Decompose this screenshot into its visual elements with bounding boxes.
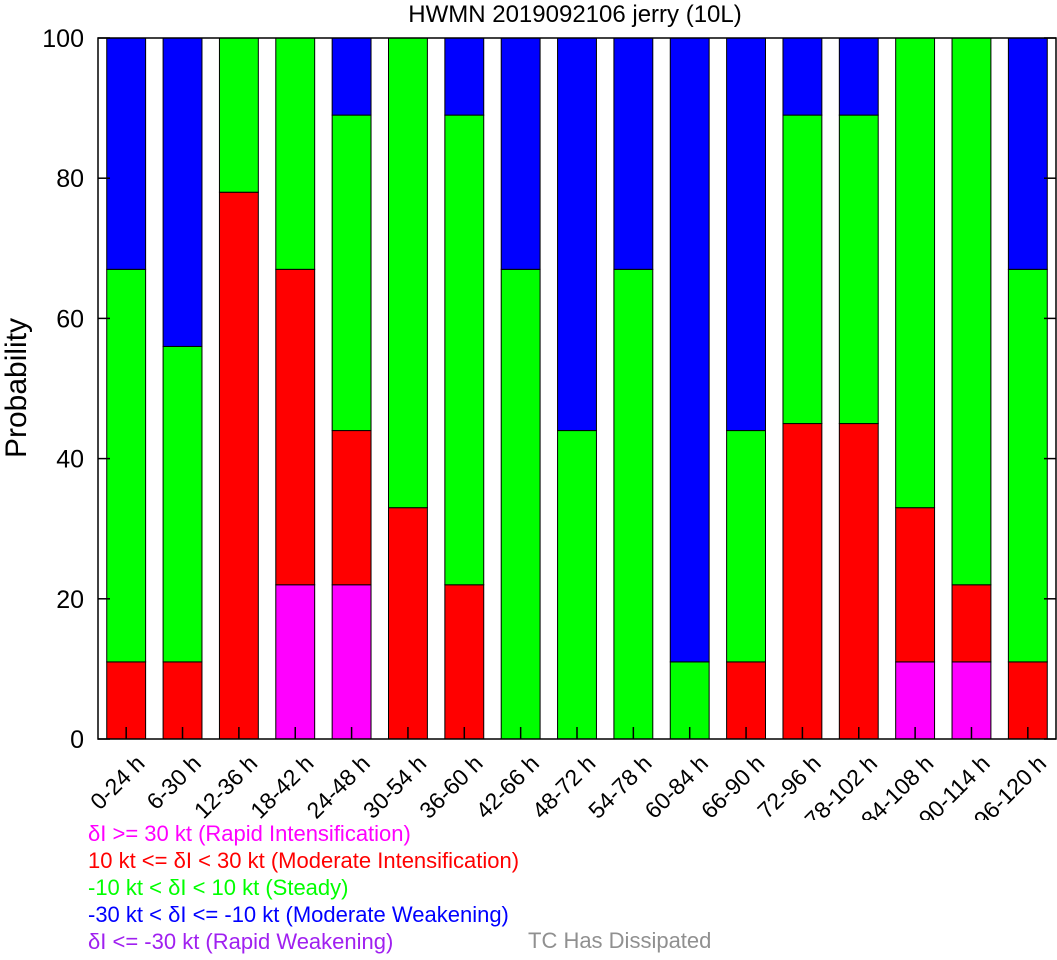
legend-entry-rapid-intensification: δI >= 30 kt (Rapid Intensification)	[88, 821, 411, 846]
bar-segment	[1007, 37, 1048, 270]
y-tick-label: 0	[70, 726, 84, 754]
legend: δI >= 30 kt (Rapid Intensification) 10 k…	[88, 820, 519, 955]
bar-segment	[1007, 268, 1048, 663]
bar-segment	[444, 37, 485, 116]
bar-segment	[613, 268, 654, 740]
bar-segment	[726, 430, 767, 663]
chart-title: HWMN 2019092106 jerry (10L)	[408, 1, 741, 28]
bars-group	[106, 37, 1048, 740]
y-tick-label: 60	[56, 305, 84, 333]
bar-segment	[275, 37, 316, 270]
bar-segment	[331, 37, 372, 116]
bar-segment	[162, 37, 203, 347]
bar-segment	[782, 37, 823, 116]
bar-segment	[387, 37, 428, 509]
bar-segment	[838, 423, 879, 740]
legend-entry-dissipated: TC Has Dissipated	[528, 928, 712, 953]
axes-group	[97, 37, 1057, 740]
y-tick-label: 20	[56, 586, 84, 614]
bar-segment	[895, 37, 936, 509]
bar-segment	[726, 661, 767, 740]
bar-segment	[444, 114, 485, 586]
bar-segment	[895, 507, 936, 663]
y-axis-label: Probability	[0, 318, 33, 458]
bar-segment	[500, 37, 541, 270]
stacked-bar-chart: HWMN 2019092106 jerry (10L) Probability …	[0, 1, 1057, 820]
bar-segment	[331, 584, 372, 740]
bar-segment	[444, 584, 485, 740]
bar-segment	[106, 37, 147, 270]
bar-segment	[218, 191, 259, 740]
bar-segment	[782, 423, 823, 740]
legend-entry-moderate-intensification: 10 kt <= δI < 30 kt (Moderate Intensific…	[88, 848, 520, 873]
legend-entry-steady: -10 kt < δI < 10 kt (Steady)	[88, 875, 349, 900]
bar-segment	[331, 430, 372, 586]
bar-segment	[838, 37, 879, 116]
bar-segment	[726, 37, 767, 432]
y-tick-label: 40	[56, 446, 84, 474]
y-tick-labels: 0 20 40 60 80 100	[42, 25, 84, 754]
bar-segment	[387, 507, 428, 740]
bar-segment	[162, 345, 203, 663]
bar-segment	[838, 114, 879, 425]
x-tick-labels: 0-24 h6-30 h12-36 h18-42 h24-48 h30-54 h…	[85, 750, 1051, 820]
bar-segment	[500, 268, 541, 740]
x-tick-label: 0-24 h	[85, 750, 150, 815]
bar-segment	[557, 37, 597, 432]
bar-segment	[106, 661, 147, 740]
bar-segment	[331, 114, 372, 432]
bar-segment	[106, 268, 147, 663]
legend-entry-moderate-weakening: -30 kt < δI <= -10 kt (Moderate Weakenin…	[88, 902, 509, 927]
bar-segment	[275, 584, 316, 740]
bar-segment	[951, 37, 992, 586]
bar-segment	[782, 114, 823, 425]
bar-segment	[951, 661, 992, 740]
legend-entry-rapid-weakening: δI <= -30 kt (Rapid Weakening)	[88, 929, 394, 954]
bar-segment	[275, 268, 316, 586]
bar-segment	[613, 37, 654, 270]
bar-segment	[557, 430, 597, 740]
bar-segment	[218, 37, 259, 193]
bar-segment	[951, 584, 992, 663]
bar-segment	[669, 37, 710, 663]
bar-segment	[162, 661, 203, 740]
y-tick-label: 80	[56, 165, 84, 193]
y-tick-label: 100	[42, 25, 84, 53]
